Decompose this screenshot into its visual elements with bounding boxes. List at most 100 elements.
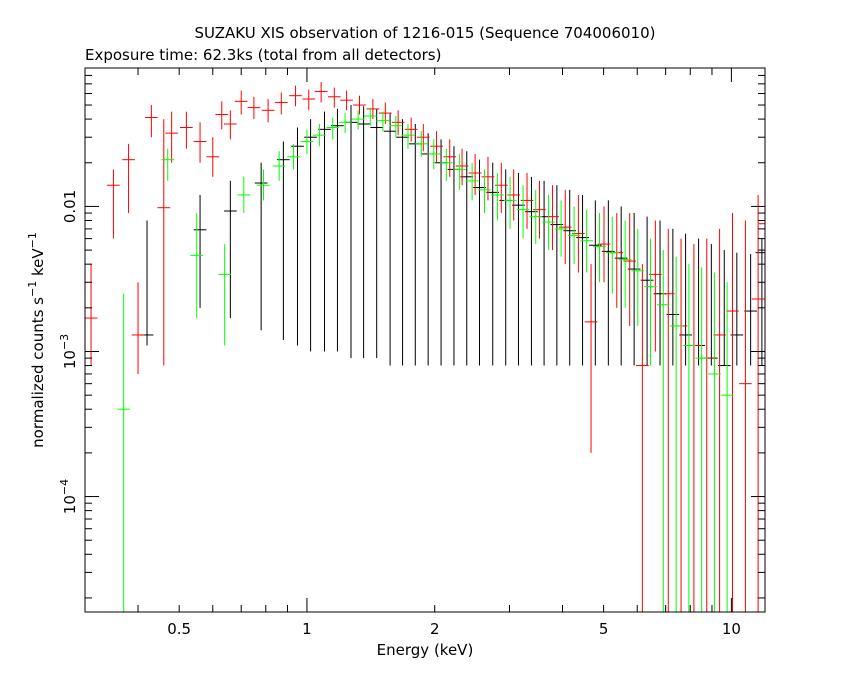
x-axis: 0.5 1 2 5 10 (84, 68, 741, 638)
chart-title: SUZAKU XIS observation of 1216-015 (Sequ… (195, 24, 656, 42)
data-point (605, 216, 619, 294)
data-point (287, 143, 300, 170)
x-tick-label: 5 (599, 620, 609, 638)
chart-subtitle: Exposure time: 62.3ks (total from all de… (85, 46, 441, 64)
data-point (274, 92, 288, 115)
data-point (107, 169, 120, 239)
data-point (593, 213, 606, 283)
data-point (117, 293, 131, 612)
data-point (713, 228, 726, 612)
data-point (542, 194, 555, 251)
data-point (396, 119, 409, 366)
data-point (140, 220, 154, 346)
data-point (370, 108, 384, 359)
data-point (584, 264, 598, 453)
data-point (331, 108, 344, 352)
data-point (327, 87, 341, 108)
data-point (453, 153, 467, 190)
y-axis-label: normalized counts s−1 keV−1 (26, 232, 47, 448)
x-tick-label: 0.5 (167, 620, 191, 638)
data-point (465, 162, 479, 201)
data-point (215, 101, 229, 130)
data-point (404, 117, 418, 142)
data-point (224, 110, 237, 140)
data-point (503, 176, 517, 229)
data-point (661, 228, 675, 612)
data-point (313, 123, 326, 147)
data-point (318, 111, 331, 352)
data-point (291, 127, 304, 346)
data-point (304, 119, 317, 352)
data-point (340, 90, 353, 111)
data-point (533, 180, 546, 239)
x-tick-label: 10 (722, 620, 741, 638)
data-point (427, 139, 441, 170)
data-point (491, 172, 504, 221)
data-point (300, 129, 314, 154)
data-point (206, 137, 220, 177)
data-point (363, 107, 377, 126)
data-point (257, 169, 270, 201)
x-axis-label: Energy (keV) (377, 641, 474, 659)
data-point (478, 169, 491, 214)
x-tick-label: 2 (430, 620, 440, 638)
data-point (755, 238, 765, 366)
data-point (669, 256, 683, 612)
y-tick-label: 0.01 (61, 190, 79, 223)
data-point (434, 139, 448, 366)
plot-frame (84, 67, 766, 613)
data-point (744, 253, 757, 366)
data-point (682, 264, 696, 612)
data-point (695, 267, 708, 612)
data-point (481, 156, 495, 201)
data-point (416, 123, 430, 152)
data-point (455, 148, 469, 186)
data-point (272, 151, 286, 181)
data-point (351, 110, 365, 130)
series-layer (85, 82, 766, 612)
data-point (443, 139, 457, 177)
data-point (165, 111, 178, 163)
data-point (391, 110, 405, 136)
data-point (180, 111, 193, 149)
data-point (314, 82, 328, 103)
data-point (618, 220, 632, 308)
data-point (193, 194, 207, 308)
data-point (401, 123, 415, 149)
data-point (376, 111, 390, 132)
data-point (421, 133, 435, 366)
data-point (447, 146, 461, 366)
data-point (224, 180, 237, 319)
data-point (567, 206, 581, 265)
data-point (353, 95, 366, 115)
series-0 (140, 105, 765, 367)
data-point (237, 176, 251, 214)
data-point (739, 220, 752, 612)
data-point (430, 131, 443, 163)
data-point (131, 282, 145, 374)
data-point (644, 238, 657, 366)
y-tick-label: 10−3 (58, 334, 79, 369)
data-point (326, 117, 340, 140)
data-point (726, 213, 739, 612)
data-point (408, 123, 422, 366)
data-point (344, 105, 358, 359)
data-point (468, 153, 482, 195)
data-point (516, 185, 530, 239)
data-point (708, 272, 721, 612)
data-point (218, 244, 232, 346)
data-point (302, 89, 316, 111)
x-tick-label: 1 (302, 620, 312, 638)
data-point (656, 250, 670, 612)
data-point (161, 148, 175, 181)
data-point (554, 200, 568, 257)
data-point (529, 189, 543, 245)
y-tick-label: 10−4 (58, 479, 79, 514)
data-point (193, 122, 207, 163)
data-point (254, 162, 268, 331)
data-point (357, 106, 370, 359)
series-2 (117, 107, 734, 612)
data-point (261, 99, 275, 123)
data-point (389, 116, 403, 138)
